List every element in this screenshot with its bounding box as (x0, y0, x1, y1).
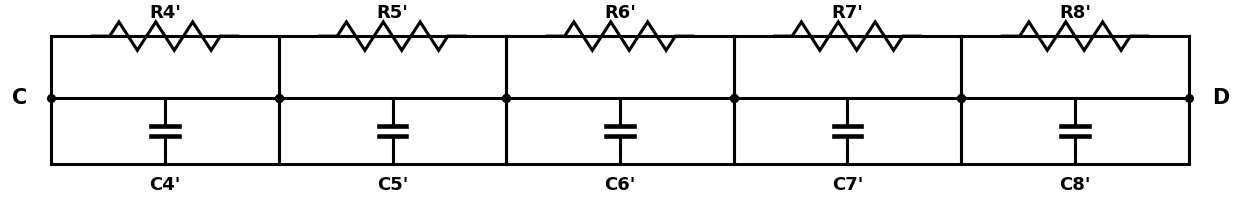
Text: R6': R6' (604, 4, 636, 22)
Text: C5': C5' (377, 176, 408, 193)
Text: D: D (1211, 88, 1229, 108)
Text: R7': R7' (832, 4, 863, 22)
Text: R5': R5' (377, 4, 408, 22)
Text: R8': R8' (1059, 4, 1091, 22)
Text: C6': C6' (604, 176, 636, 193)
Text: C8': C8' (1059, 176, 1091, 193)
Text: C: C (11, 88, 27, 108)
Text: R4': R4' (149, 4, 181, 22)
Text: C7': C7' (832, 176, 863, 193)
Text: C4': C4' (149, 176, 181, 193)
